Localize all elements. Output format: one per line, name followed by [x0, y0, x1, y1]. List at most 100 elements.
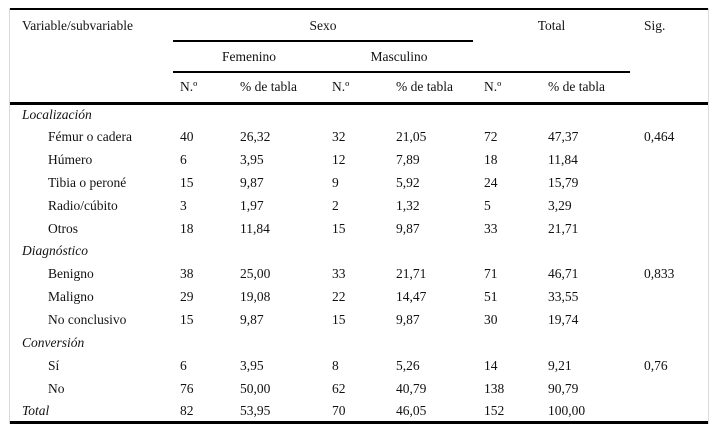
cell-value: 1,97: [240, 197, 264, 213]
table-row: Benigno 38 25,00 33 21,71 71 46,71 0,833: [10, 263, 708, 286]
cell-value: 9,87: [396, 312, 420, 328]
cell-value: 26,32: [240, 129, 271, 145]
cell-value: 9,87: [240, 174, 264, 190]
col-header-variable: Variable/subvariable: [10, 9, 173, 105]
cell-value: 9,21: [548, 357, 572, 373]
row-label: No conclusivo: [48, 312, 127, 328]
cell-value: 82: [180, 402, 194, 418]
cell-value: 38: [180, 266, 194, 282]
cell-value: 5,26: [396, 357, 420, 373]
cell-value: 15: [180, 312, 194, 328]
col-group-sexo: Sexo: [173, 9, 473, 42]
col-group-masculino: Masculino: [325, 41, 473, 73]
cell-value: 29: [180, 289, 194, 305]
cell-value: 18: [484, 152, 498, 168]
cell-value: 15: [332, 312, 346, 328]
col-header-pct-total: % de tabla: [540, 72, 630, 105]
cell-value: 100,00: [548, 402, 586, 418]
table-row: Fémur o cadera 40 26,32 32 21,05 72 47,3…: [10, 126, 708, 149]
cell-value: 19,08: [240, 289, 271, 305]
cell-value: 9,87: [240, 312, 264, 328]
cell-value: 15: [332, 220, 346, 236]
cell-value: 71: [484, 266, 498, 282]
cell-value: 9,87: [396, 220, 420, 236]
col-group-femenino: Femenino: [173, 41, 325, 73]
cell-value: 14,47: [396, 289, 427, 305]
cell-value: 21,71: [396, 266, 427, 282]
cell-sig-empty: [630, 194, 708, 217]
cell-sig-empty: [630, 217, 708, 240]
cell-value: 18: [180, 220, 194, 236]
cell-value: 12: [332, 152, 346, 168]
cell-value: 11,84: [240, 220, 270, 236]
section-row-diagnostico: Diagnóstico: [10, 240, 708, 263]
cell-value: 2: [332, 197, 339, 213]
table-header: Variable/subvariable Sexo Total Sig. Fem…: [10, 9, 708, 105]
table-row: No conclusivo 15 9,87 15 9,87 30 19,74: [10, 309, 708, 332]
col-header-pct-femenino: % de tabla: [233, 72, 325, 105]
cell-value: 5,92: [396, 174, 420, 190]
cell-value: 3,95: [240, 357, 264, 373]
cell-sig: 0,833: [644, 266, 675, 282]
cell-value: 72: [484, 129, 498, 145]
row-label: Sí: [48, 357, 60, 373]
cell-value: 24: [484, 174, 498, 190]
table-row: Radio/cúbito 3 1,97 2 1,32 5 3,29: [10, 194, 708, 217]
cell-value: 9: [332, 174, 339, 190]
cell-value: 25,00: [240, 266, 271, 282]
row-label: Fémur o cadera: [48, 129, 132, 145]
col-header-n-total: N.º: [473, 72, 540, 105]
cell-value: 15,79: [548, 174, 579, 190]
cell-value: 53,95: [240, 402, 271, 418]
stats-table: Variable/subvariable Sexo Total Sig. Fem…: [10, 8, 708, 425]
col-header-pct-masculino: % de tabla: [390, 72, 473, 105]
cell-value: 3,95: [240, 152, 264, 168]
cell-value: 47,37: [548, 129, 579, 145]
cell-value: 40,79: [396, 380, 427, 396]
cell-value: 62: [332, 380, 346, 396]
cell-sig-empty: [630, 400, 708, 423]
total-row: Total 82 53,95 70 46,05 152 100,00: [10, 400, 708, 423]
cell-value: 33,55: [548, 289, 579, 305]
cell-value: 76: [180, 380, 194, 396]
col-header-n-femenino: N.º: [173, 72, 233, 105]
cell-sig-empty: [630, 286, 708, 309]
row-label: Húmero: [48, 152, 93, 168]
cell-value: 6: [180, 357, 187, 373]
cell-value: 51: [484, 289, 498, 305]
cell-value: 138: [484, 380, 505, 396]
table-row: No 76 50,00 62 40,79 138 90,79: [10, 377, 708, 400]
cell-value: 90,79: [548, 380, 579, 396]
table-row: Tibia o peroné 15 9,87 9 5,92 24 15,79: [10, 172, 708, 195]
cell-value: 8: [332, 357, 339, 373]
table-frame: Variable/subvariable Sexo Total Sig. Fem…: [9, 8, 709, 425]
cell-value: 6: [180, 152, 187, 168]
cell-sig-empty: [630, 149, 708, 172]
cell-sig: 0,464: [644, 129, 675, 145]
cell-value: 32: [332, 129, 346, 145]
cell-value: 22: [332, 289, 346, 305]
cell-value: 14: [484, 357, 498, 373]
cell-sig-empty: [630, 172, 708, 195]
cell-value: 30: [484, 312, 498, 328]
cell-value: 3: [180, 197, 187, 213]
cell-sig-empty: [630, 377, 708, 400]
col-group-total: Total: [473, 9, 630, 73]
row-label: Maligno: [48, 289, 94, 305]
section-row-conversion: Conversión: [10, 331, 708, 354]
row-label-total: Total: [22, 402, 50, 418]
cell-value: 7,89: [396, 152, 420, 168]
table-row: Otros 18 11,84 15 9,87 33 21,71: [10, 217, 708, 240]
section-label: Localización: [22, 107, 92, 123]
cell-value: 33: [484, 220, 498, 236]
cell-value: 21,05: [396, 129, 427, 145]
cell-value: 33: [332, 266, 346, 282]
cell-value: 46,05: [396, 402, 427, 418]
cell-sig: 0,76: [644, 357, 668, 373]
header-row-groups: Variable/subvariable Sexo Total Sig.: [10, 9, 708, 105]
col-header-sig: Sig.: [630, 9, 708, 105]
cell-value: 15: [180, 174, 194, 190]
col-header-n-masculino: N.º: [325, 72, 390, 105]
table-row: Sí 6 3,95 8 5,26 14 9,21 0,76: [10, 354, 708, 377]
